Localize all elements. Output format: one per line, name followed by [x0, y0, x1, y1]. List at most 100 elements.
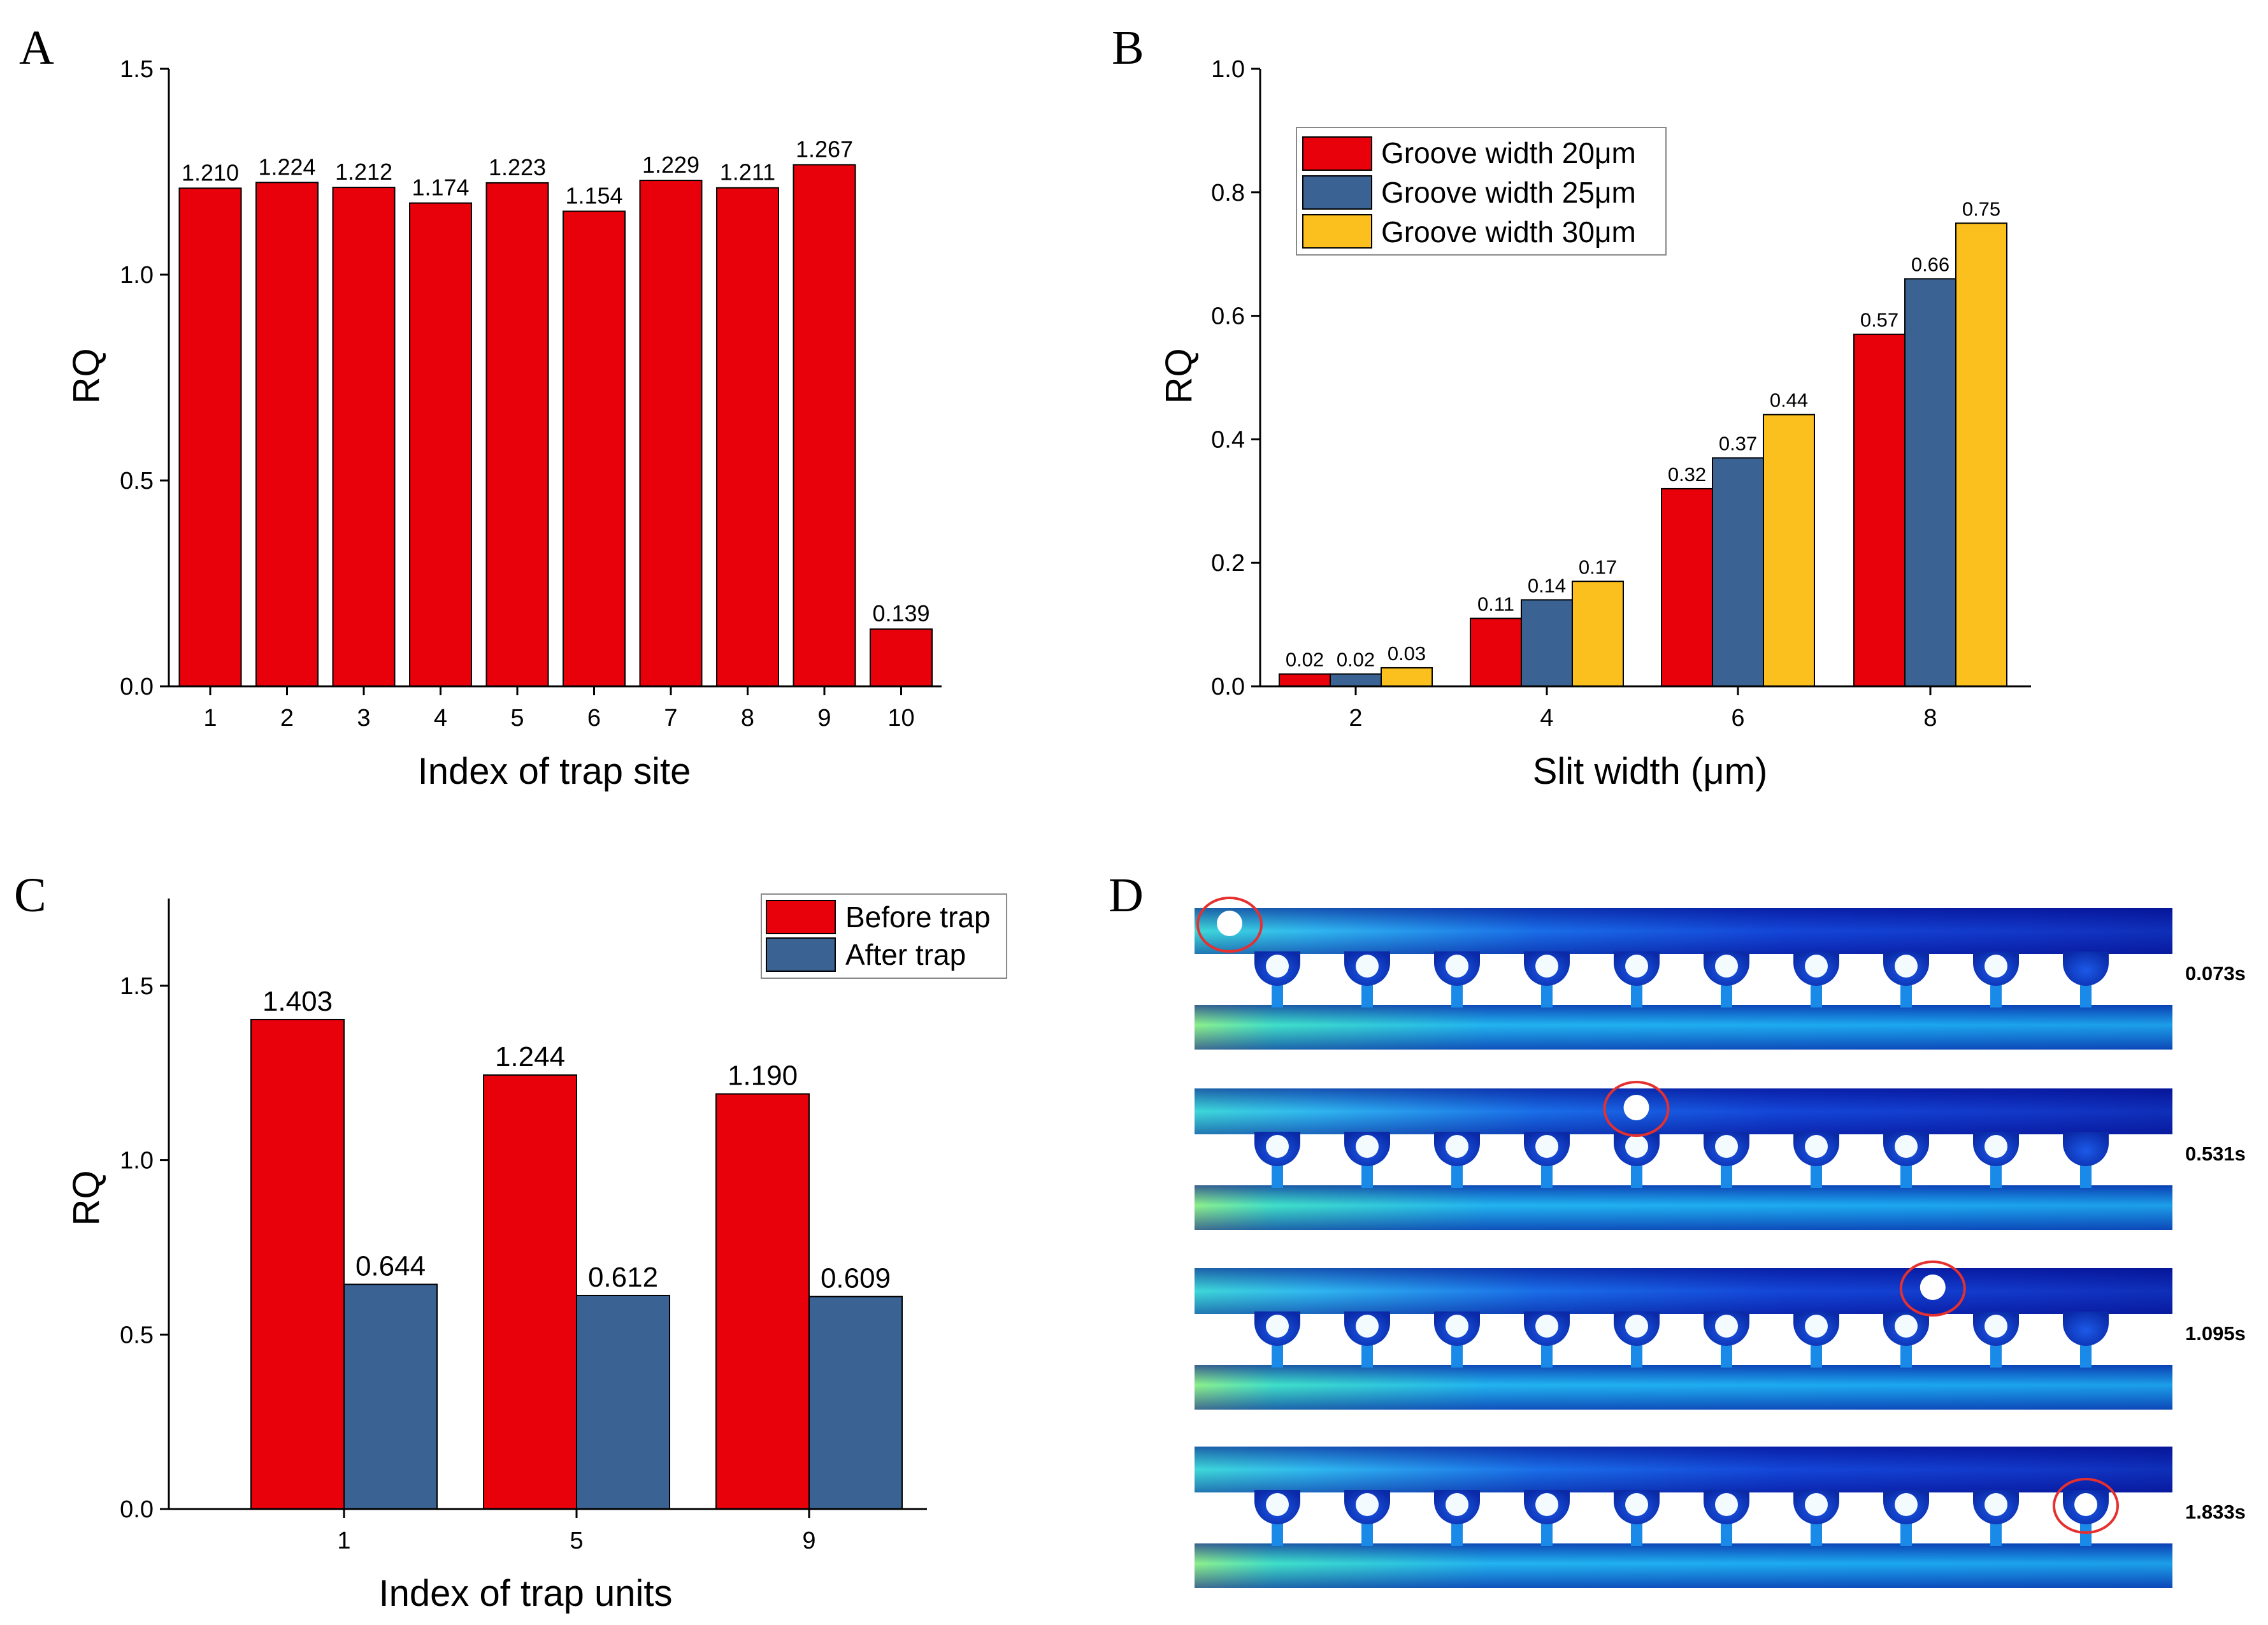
trap-particle [1266, 955, 1289, 978]
bar-unit-1-before [250, 1018, 345, 1510]
panel-b-x-ticks: 2 4 6 8 [1349, 686, 1937, 732]
data-label-slit-2-series-2: 0.02 [1337, 649, 1375, 671]
particle-highlight-circle [2053, 1478, 2119, 1534]
data-label-trap-site-5: 1.223 [489, 154, 546, 180]
panel-a-y-tick-label: 0.5 [120, 468, 154, 495]
moving-particle [1217, 911, 1242, 936]
bar-unit-1-after [343, 1283, 438, 1510]
trap-particle [1446, 1315, 1468, 1338]
panel-b-y-ticks: 0.0 0.2 0.4 0.6 0.8 1.0 [1211, 56, 1260, 700]
simulation-frame-4: 1.833s [1195, 1447, 2246, 1588]
bar-trap-site-8 [716, 187, 779, 688]
panel-a-x-tick-label: 4 [434, 705, 447, 732]
simulation-frame-1: 0.073s [1195, 897, 2246, 1050]
panel-a-y-tick-label: 1.0 [120, 262, 154, 289]
panel-b-x-tick-label: 4 [1540, 705, 1553, 732]
trap-particle [1535, 1135, 1558, 1158]
bar-trap-site-2 [255, 182, 319, 687]
panel-a-x-tick-label: 6 [587, 705, 601, 732]
bar-trap-site-4 [409, 202, 472, 687]
panel-b-y-tick-label: 0.2 [1211, 550, 1245, 577]
panel-a: A RQ Index of trap site 0.0 0.5 1.0 1.5 1.2… [19, 21, 942, 792]
trap-particle [1895, 1315, 1918, 1338]
panel-b-y-tick-label: 0.6 [1211, 303, 1245, 330]
bar-slit-6-series-3 [1763, 414, 1815, 687]
panel-letter-b: B [1112, 21, 1144, 75]
panel-c-y-tick-label: 0.5 [120, 1322, 154, 1348]
data-label-trap-site-2: 1.224 [258, 154, 315, 180]
panel-c: C RQ Index of trap units 0.0 0.5 1.0 1.5 1.… [14, 869, 1007, 1614]
trap-particle [1805, 1315, 1828, 1338]
particle-highlight-circle [1603, 1081, 1670, 1137]
legend-label-25um: Groove width 25μm [1381, 176, 1636, 209]
trap-particle [1895, 1493, 1918, 1516]
panel-c-y-label: RQ [66, 1171, 107, 1226]
legend-label-before: Before trap [845, 900, 991, 934]
bar-unit-9-before [715, 1093, 810, 1510]
panel-c-y-tick-label: 0.0 [120, 1496, 154, 1523]
bar-slit-2-series-1 [1279, 673, 1331, 687]
data-label-trap-site-3: 1.212 [335, 159, 392, 185]
bar-trap-site-6 [563, 210, 626, 687]
panel-b-x-tick-label: 8 [1923, 705, 1937, 732]
panel-a-x-tick-label: 5 [510, 705, 524, 732]
data-label-trap-site-6: 1.154 [565, 183, 622, 209]
panel-letter-c: C [14, 869, 47, 922]
panel-b-y-tick-label: 0.0 [1211, 674, 1245, 700]
panel-b-x-label: Slit width (μm) [1533, 751, 1768, 792]
trap-particle [1625, 1135, 1648, 1158]
trap-particle [1625, 1493, 1648, 1516]
panel-c-y-tick-label: 1.0 [120, 1148, 154, 1174]
bar-slit-2-series-3 [1381, 667, 1433, 688]
particle-highlight-circle [1899, 1260, 1966, 1317]
panel-letter-d: D [1109, 869, 1144, 922]
trap-particle [1535, 1315, 1558, 1338]
data-label-slit-8-series-3: 0.75 [1962, 198, 2000, 220]
trap-particle [1356, 1315, 1379, 1338]
trap-particle [1446, 1493, 1468, 1516]
legend-label-after: After trap [845, 938, 966, 971]
data-label-unit-9-before: 1.190 [728, 1060, 798, 1092]
frame-time-label: 0.073s [2185, 962, 2246, 985]
frame-time-label: 0.531s [2185, 1143, 2246, 1165]
legend-swatch-30um [1302, 214, 1372, 249]
data-label-slit-8-series-2: 0.66 [1911, 253, 1949, 275]
panel-a-x-tick-label: 2 [280, 705, 294, 732]
data-label-slit-4-series-1: 0.11 [1477, 593, 1514, 615]
trap-particle [1895, 955, 1918, 978]
bar-slit-4-series-1 [1470, 618, 1522, 687]
data-label-slit-2-series-3: 0.03 [1388, 642, 1426, 665]
panel-c-bars [250, 1018, 903, 1510]
panel-d: D 0.073s 0.531s 1.095s 1.833s [1109, 869, 2246, 1588]
panel-a-x-tick-label: 7 [664, 705, 677, 732]
trap-particle [1715, 1493, 1738, 1516]
trap-particle [1805, 1493, 1828, 1516]
panel-c-x-ticks: 1 5 9 [337, 1509, 816, 1554]
data-label-slit-6-series-3: 0.44 [1770, 389, 1808, 412]
panel-c-legend: Before trap After trap [761, 893, 1007, 979]
panel-c-data-labels: 1.403 0.644 1.244 0.612 1.190 0.609 [262, 986, 891, 1294]
bar-slit-4-series-3 [1572, 581, 1624, 688]
legend-swatch-after [766, 937, 836, 972]
data-label-trap-site-8: 1.211 [720, 159, 775, 185]
trap-particle [1356, 1493, 1379, 1516]
panel-a-y-tick-label: 0.0 [120, 674, 154, 700]
data-label-slit-2-series-1: 0.02 [1286, 649, 1324, 671]
panel-c-x-tick-label: 5 [570, 1528, 583, 1554]
bar-unit-5-before [483, 1074, 577, 1510]
panel-b-y-tick-label: 0.8 [1211, 180, 1245, 206]
trap-particle [1356, 1135, 1379, 1158]
panel-a-x-label: Index of trap site [418, 751, 691, 792]
bar-unit-5-after [576, 1294, 670, 1510]
panel-a-data-labels: 1.210 1.224 1.212 1.174 1.223 1.154 1.229 1.211… [182, 136, 930, 627]
frame-time-label: 1.095s [2185, 1322, 2246, 1345]
panel-b-data-labels: 0.02 0.02 0.03 0.11 0.14 0.17 0.32 0.37 0.44 0.57… [1286, 198, 2000, 670]
trap-particle [1266, 1493, 1289, 1516]
data-label-unit-5-before: 1.244 [495, 1041, 565, 1072]
panel-a-x-tick-label: 1 [203, 705, 217, 732]
panel-c-y-ticks: 0.0 0.5 1.0 1.5 [120, 973, 169, 1523]
data-label-trap-site-1: 1.210 [182, 159, 239, 185]
trap-particle [1984, 1135, 2007, 1158]
bar-trap-site-1 [178, 187, 242, 687]
